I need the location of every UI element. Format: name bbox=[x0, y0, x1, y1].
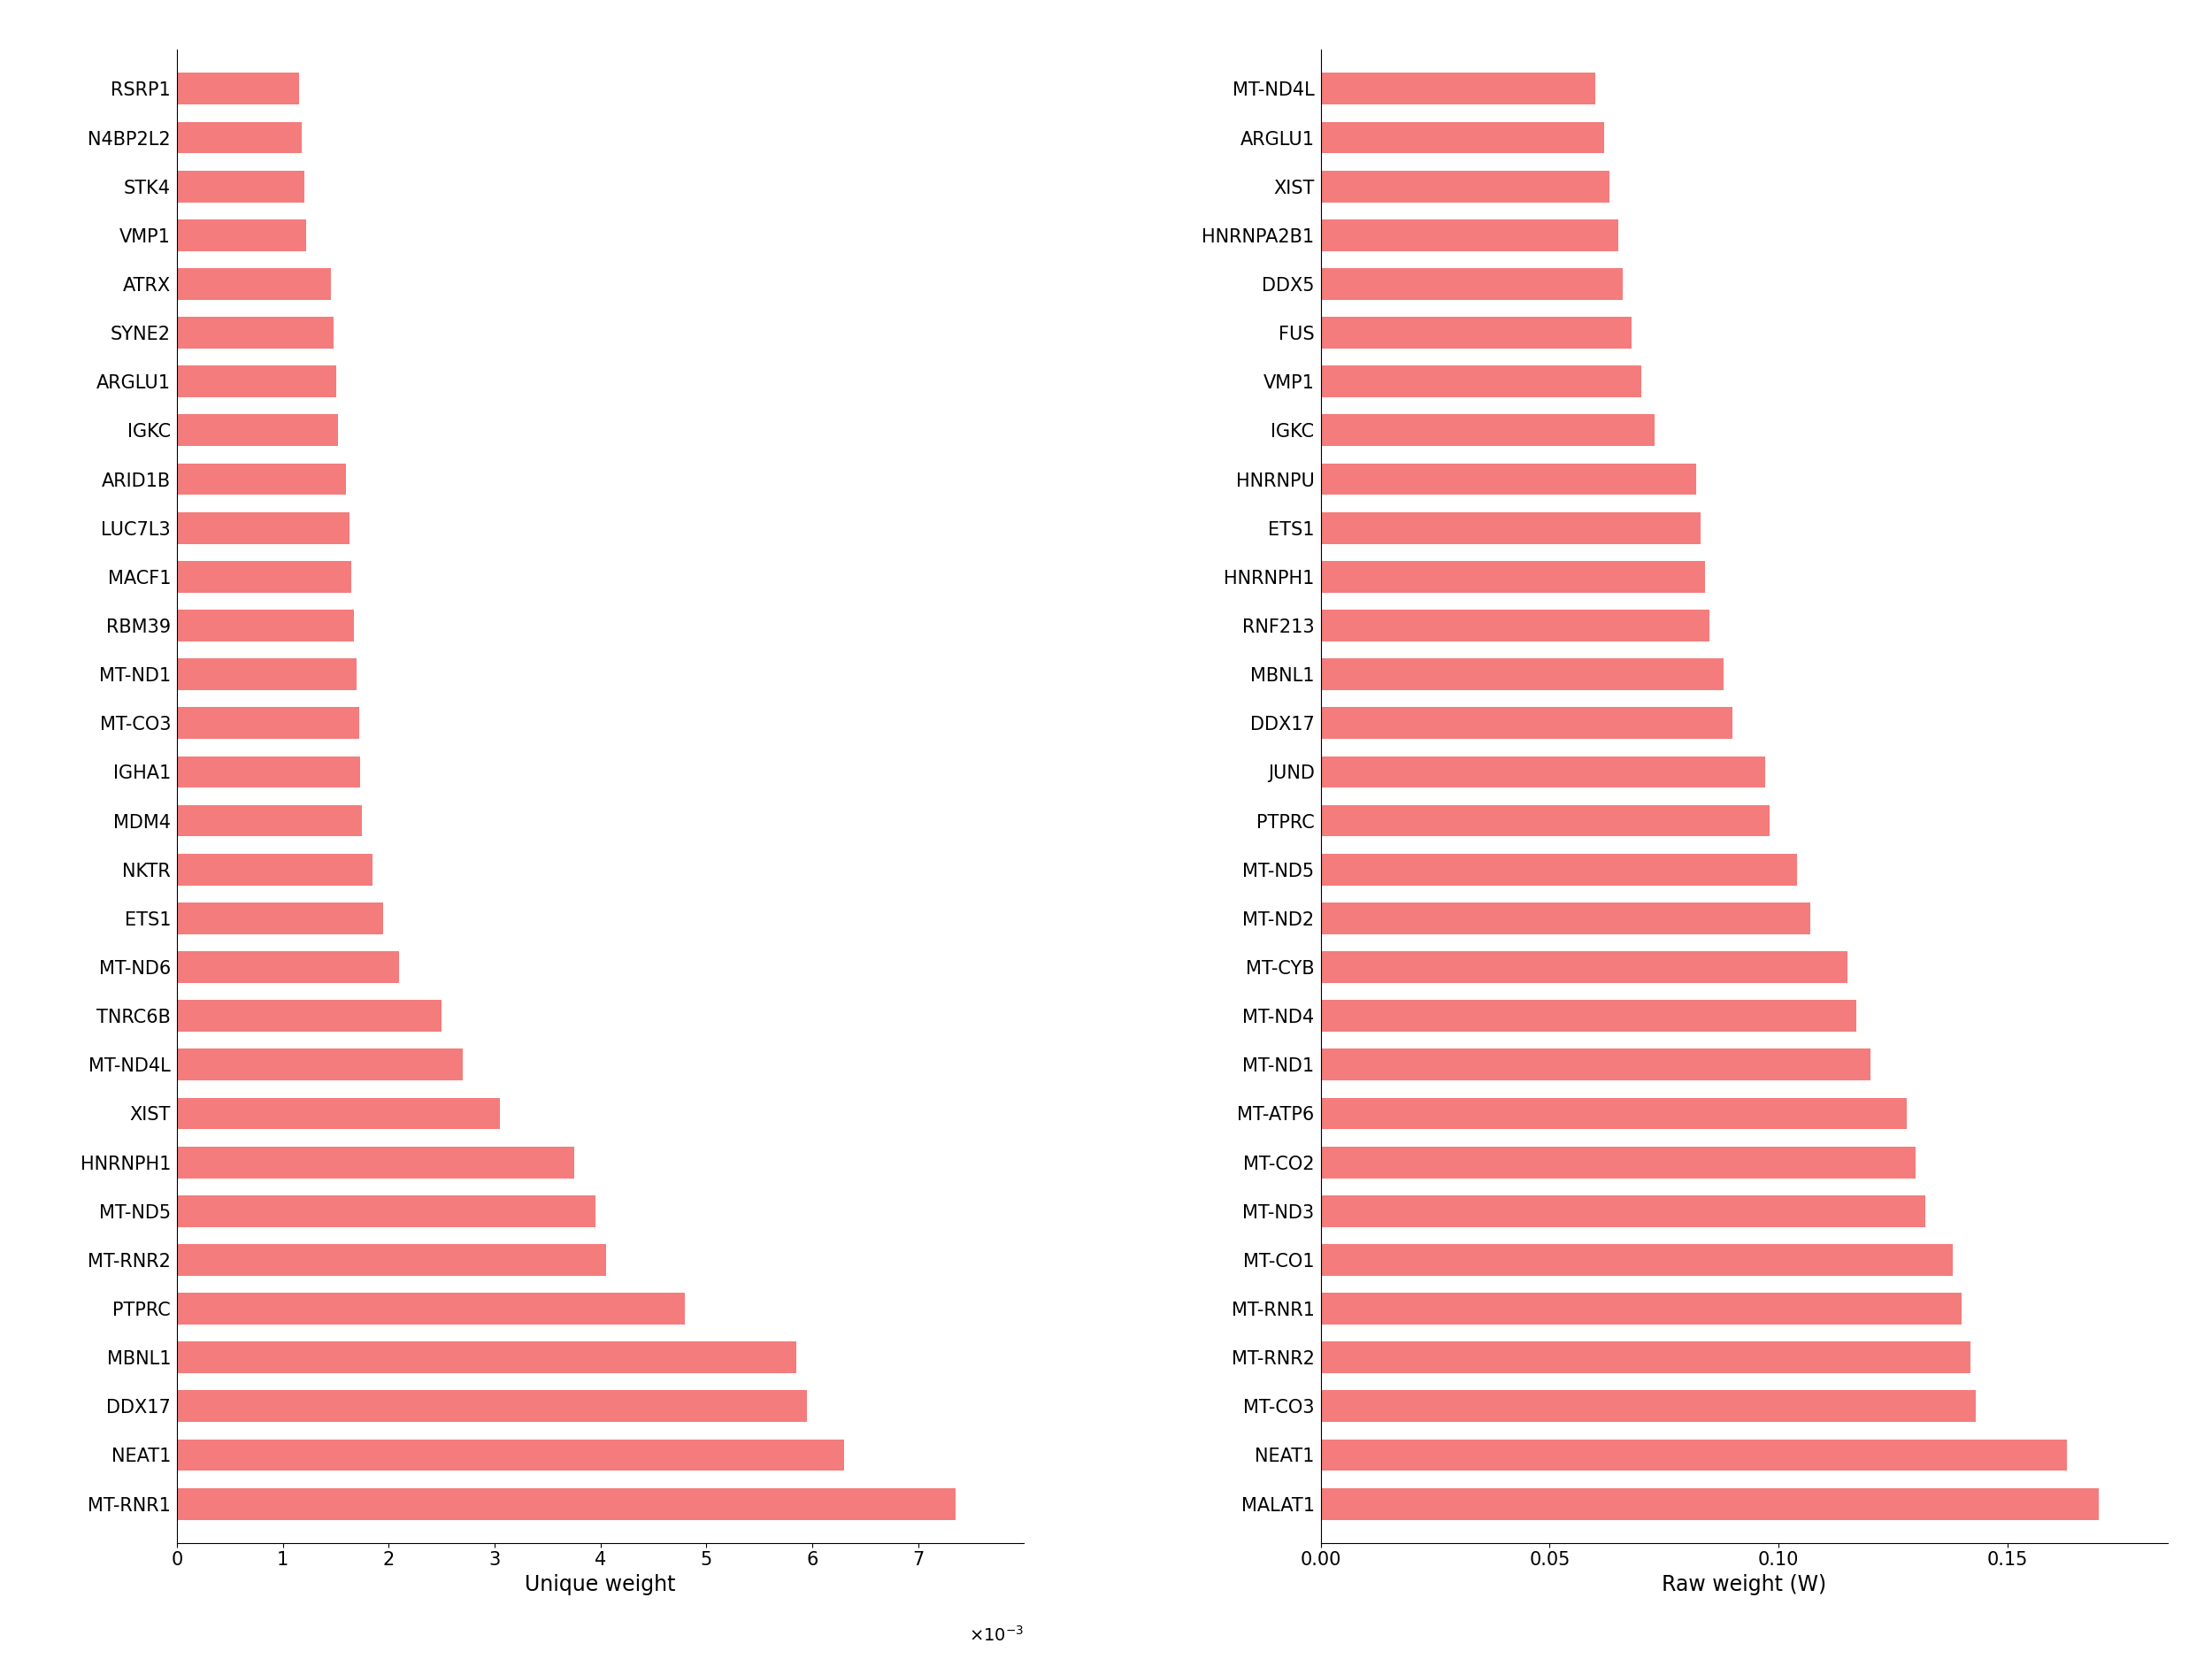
Bar bbox=[177, 1342, 796, 1374]
Bar bbox=[1321, 317, 1632, 348]
Bar bbox=[177, 269, 330, 300]
Bar bbox=[1321, 707, 1732, 738]
Bar bbox=[1321, 121, 1604, 153]
Bar bbox=[177, 1488, 956, 1520]
Bar bbox=[1321, 1438, 2066, 1472]
Bar bbox=[177, 219, 305, 251]
Bar bbox=[1321, 415, 1655, 446]
Bar bbox=[177, 171, 303, 202]
Bar bbox=[177, 951, 400, 982]
Bar bbox=[1321, 1292, 1962, 1324]
Bar bbox=[177, 365, 336, 398]
Bar bbox=[177, 317, 334, 348]
Bar bbox=[1321, 463, 1697, 494]
Bar bbox=[177, 757, 361, 788]
Bar bbox=[1321, 609, 1710, 642]
Bar bbox=[177, 659, 356, 690]
Bar bbox=[177, 1146, 575, 1178]
Bar bbox=[1321, 1000, 1856, 1032]
Bar bbox=[177, 561, 352, 592]
Bar bbox=[1321, 854, 1796, 886]
Bar bbox=[1321, 73, 1595, 105]
Bar bbox=[177, 1194, 595, 1228]
Bar bbox=[177, 1048, 462, 1080]
Bar bbox=[1321, 1048, 1869, 1080]
Bar bbox=[177, 513, 349, 544]
Bar bbox=[177, 1244, 606, 1276]
Bar bbox=[177, 805, 363, 836]
Bar bbox=[177, 902, 383, 934]
Bar bbox=[1321, 561, 1705, 592]
Bar bbox=[1321, 269, 1624, 300]
Bar bbox=[1321, 171, 1608, 202]
Bar bbox=[1321, 1244, 1953, 1276]
X-axis label: Raw weight (W): Raw weight (W) bbox=[1661, 1574, 1827, 1596]
Bar bbox=[177, 609, 354, 642]
Bar bbox=[1321, 805, 1770, 836]
Bar bbox=[1321, 513, 1701, 544]
Bar bbox=[1321, 1488, 2099, 1520]
Bar bbox=[1321, 659, 1723, 690]
Bar bbox=[177, 73, 299, 105]
Bar bbox=[1321, 1390, 1975, 1422]
Bar bbox=[1321, 219, 1619, 251]
Bar bbox=[177, 1000, 442, 1032]
Bar bbox=[1321, 902, 1812, 934]
Bar bbox=[1321, 1194, 1924, 1228]
Bar bbox=[1321, 1342, 1971, 1374]
Bar bbox=[177, 1098, 500, 1130]
Bar bbox=[177, 1390, 807, 1422]
Bar bbox=[177, 707, 358, 738]
Bar bbox=[177, 1292, 686, 1324]
Bar bbox=[1321, 757, 1765, 788]
Text: $\times 10^{-3}$: $\times 10^{-3}$ bbox=[969, 1624, 1024, 1644]
Bar bbox=[177, 415, 338, 446]
Bar bbox=[177, 1438, 845, 1472]
Bar bbox=[1321, 1146, 1916, 1178]
Bar bbox=[1321, 365, 1641, 398]
X-axis label: Unique weight: Unique weight bbox=[524, 1574, 677, 1596]
Bar bbox=[1321, 951, 1847, 982]
Bar bbox=[177, 854, 374, 886]
Bar bbox=[1321, 1098, 1907, 1130]
Bar bbox=[177, 463, 347, 494]
Bar bbox=[177, 121, 301, 153]
